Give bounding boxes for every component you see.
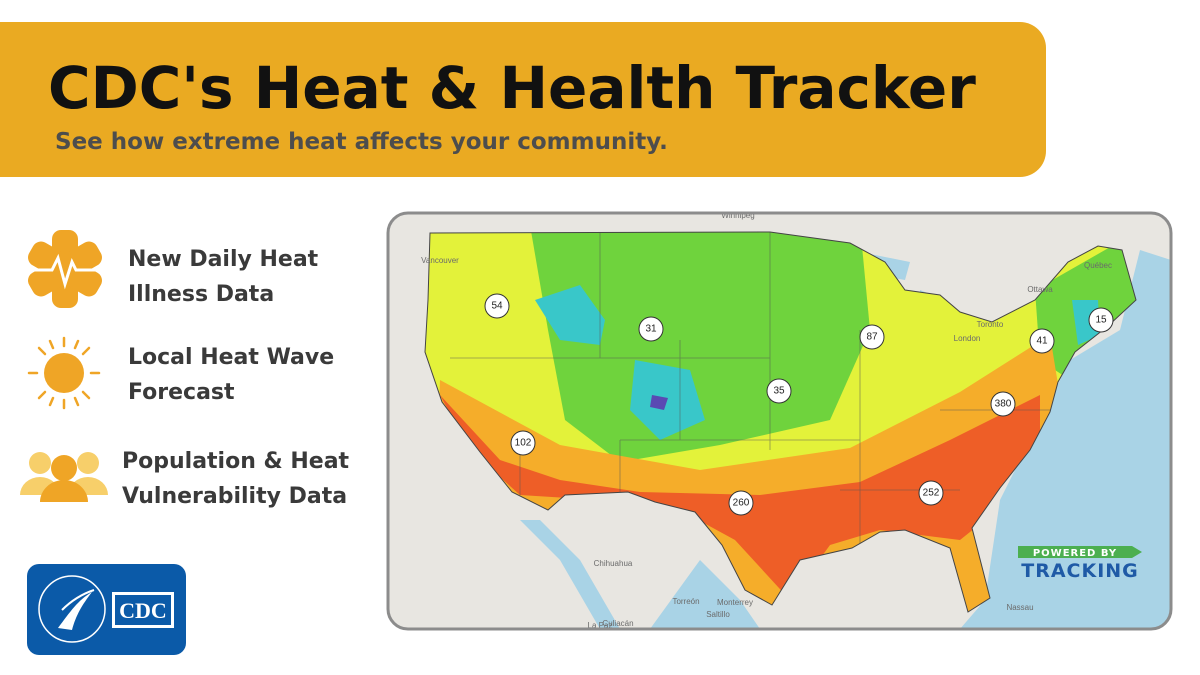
- place-label: Nassau: [1006, 603, 1033, 612]
- place-label: Chihuahua: [594, 559, 633, 568]
- place-label: Monterrey: [717, 598, 753, 607]
- place-label: Vancouver: [421, 256, 459, 265]
- cluster-marker: [918, 480, 944, 506]
- place-label: Saltillo: [706, 610, 730, 619]
- logo-text: CDC: [119, 598, 167, 623]
- cluster-marker: [766, 378, 792, 404]
- cluster-marker: [638, 316, 664, 342]
- place-label: Toronto: [977, 320, 1004, 329]
- cluster-marker: [728, 490, 754, 516]
- title: CDC's Heat & Health Tracker: [48, 54, 976, 122]
- cluster-count: 54: [491, 301, 503, 312]
- cluster-count: 102: [515, 438, 532, 449]
- cluster-marker: [1088, 307, 1114, 333]
- badge-bottom: TRACKING: [1021, 560, 1139, 582]
- place-label: Ottawa: [1027, 285, 1053, 294]
- cluster-marker: [990, 391, 1016, 417]
- cluster-count: 41: [1036, 336, 1048, 347]
- feature-text: Local Heat Wave: [128, 345, 334, 370]
- powered-badge: POWERED BY TRACKING: [1018, 546, 1142, 582]
- cluster-marker: [859, 324, 885, 350]
- cluster-count: 87: [866, 332, 878, 343]
- place-label: Culiacán: [602, 619, 633, 628]
- place-label: Winnipeg: [721, 211, 754, 220]
- icon-sun: [27, 336, 101, 410]
- cluster-marker: [1029, 328, 1055, 354]
- cluster-count: 15: [1095, 315, 1107, 326]
- feature-text: Illness Data: [128, 282, 274, 307]
- cluster-count: 252: [923, 488, 940, 499]
- subtitle: See how extreme heat affects your commun…: [55, 129, 668, 155]
- header-banner: [0, 22, 1046, 177]
- badge-top: POWERED BY: [1033, 548, 1117, 559]
- cluster-count: 380: [995, 399, 1012, 410]
- cluster-count: 35: [773, 386, 785, 397]
- feature-text: Vulnerability Data: [122, 484, 347, 509]
- place-label: La Paz: [588, 621, 613, 630]
- feature-text: Population & Heat: [122, 449, 350, 474]
- cdc-logo: CDC: [27, 564, 186, 655]
- icon-medical: [28, 230, 102, 308]
- place-label: London: [954, 334, 981, 343]
- map: POWERED BY TRACKING Winnipeg Vancouver Qué…: [388, 211, 1171, 630]
- map-frame: [386, 211, 1173, 631]
- place-label: Torreón: [672, 597, 699, 606]
- icon-people: [20, 452, 108, 502]
- feature-text: Forecast: [128, 380, 235, 405]
- cluster-marker: [510, 430, 536, 456]
- cluster-count: 260: [733, 498, 750, 509]
- place-label: Québec: [1084, 261, 1112, 270]
- cluster-count: 31: [645, 324, 657, 335]
- cluster-marker: [484, 293, 510, 319]
- feature-text: New Daily Heat: [128, 247, 319, 272]
